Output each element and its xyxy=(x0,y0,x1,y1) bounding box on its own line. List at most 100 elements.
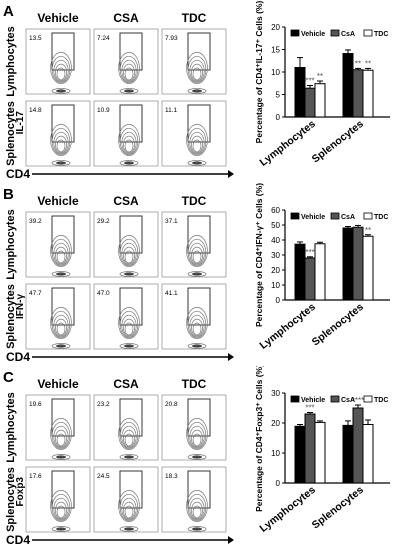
facs-contour xyxy=(186,307,208,339)
facs-gate xyxy=(119,470,143,509)
facs-contour xyxy=(187,493,207,522)
x-marker-arrow-icon xyxy=(228,353,234,361)
bar-csa-splenocytes xyxy=(352,226,364,301)
facs-contour xyxy=(191,429,203,448)
facs-contour xyxy=(53,59,69,83)
significance-mark: ** xyxy=(317,72,323,81)
bar-vehicle-splenocytes xyxy=(342,424,354,484)
legend-swatch-tdc xyxy=(363,29,373,37)
row-label-splenocytes: Splenocytes xyxy=(5,101,17,166)
facs-contour xyxy=(51,271,71,277)
gate-percentage: 14.8 xyxy=(29,107,42,114)
gate-percentage: 10.9 xyxy=(97,107,110,114)
facs-dense-core xyxy=(124,527,134,531)
panel-letter: A xyxy=(3,3,14,20)
facs-dense-core xyxy=(124,89,134,93)
y-tick-label: 0 xyxy=(276,479,281,488)
facs-plot: 7.93 xyxy=(161,28,227,95)
facs-plot: 17.6 xyxy=(25,466,91,533)
legend-label-tdc: TDC xyxy=(374,397,388,404)
gate-percentage: 18.3 xyxy=(165,473,178,480)
legend-swatch-tdc xyxy=(363,212,373,220)
gate-percentage: 39.2 xyxy=(29,218,42,225)
y-tick-label: 10 xyxy=(271,449,280,458)
facs-contour xyxy=(123,246,135,265)
facs-contour xyxy=(51,343,71,349)
y-marker-label: IFN-γ xyxy=(15,294,26,319)
significance-mark: ** xyxy=(365,59,371,68)
legend-label-csa: CsA xyxy=(341,397,355,404)
group-header-csa: CSA xyxy=(113,194,139,208)
y-marker-label: IL-17 xyxy=(15,111,26,135)
facs-contour xyxy=(187,310,207,339)
y-tick-label: 5 xyxy=(276,91,281,100)
bar-csa-lymphocytes xyxy=(304,87,316,118)
legend-label-tdc: TDC xyxy=(374,31,388,38)
gate-percentage: 11.1 xyxy=(165,107,178,114)
category-label: Lymphocytes xyxy=(257,301,318,352)
facs-contour xyxy=(119,88,139,94)
row-label-lymphocytes: Lymphocytes xyxy=(5,26,17,97)
facs-contour xyxy=(124,433,134,447)
group-header-vehicle: Vehicle xyxy=(37,194,79,208)
bar-vehicle-lymphocytes xyxy=(294,67,306,118)
facs-contour xyxy=(51,88,71,94)
legend-label-csa: CsA xyxy=(341,31,355,38)
facs-contour xyxy=(124,67,134,81)
facs-contour xyxy=(55,246,67,265)
facs-contour xyxy=(51,421,71,450)
facs-contour xyxy=(119,127,139,156)
facs-contour xyxy=(118,307,140,339)
row-label-lymphocytes: Lymphocytes xyxy=(5,392,17,463)
facs-contour xyxy=(124,250,134,264)
panel-a-figure: A Vehicle CSA TDC Lymphocytes SplenocytesIL-1… xyxy=(3,1,390,181)
panel-b: B Vehicle CSA TDC Lymphocytes Splenocytes IFN-… xyxy=(0,183,406,366)
facs-contour xyxy=(121,497,137,521)
facs-contour xyxy=(191,63,203,82)
group-header-tdc: TDC xyxy=(182,11,207,25)
facs-plot: 11.1 xyxy=(161,100,227,167)
gate-percentage: 19.6 xyxy=(29,401,42,408)
facs-contour xyxy=(191,135,203,154)
facs-contour xyxy=(51,127,71,156)
facs-contour xyxy=(51,526,71,532)
facs-contour xyxy=(56,67,66,81)
facs-gate xyxy=(51,398,75,437)
facs-dense-core xyxy=(192,161,202,165)
group-header-csa: CSA xyxy=(113,11,139,25)
facs-plot: 20.8 xyxy=(161,394,227,461)
facs-contour xyxy=(187,271,207,277)
facs-contour xyxy=(121,242,137,266)
facs-gate xyxy=(51,215,75,254)
x-marker-label: CD4 xyxy=(6,350,30,364)
facs-gate xyxy=(187,287,211,326)
facs-contour xyxy=(50,418,72,450)
y-tick-label: 20 xyxy=(271,419,280,428)
facs-contour xyxy=(189,131,205,155)
facs-contour xyxy=(123,318,135,337)
bar-vehicle-lymphocytes xyxy=(294,425,306,484)
facs-contour xyxy=(55,63,67,82)
facs-contour xyxy=(51,55,71,84)
facs-contour xyxy=(119,271,139,277)
legend-swatch-csa xyxy=(330,29,340,37)
facs-contour xyxy=(187,127,207,156)
significance-mark: *** xyxy=(305,404,314,413)
group-header-csa: CSA xyxy=(113,377,139,391)
facs-dense-core xyxy=(56,272,66,276)
facs-dense-core xyxy=(192,455,202,459)
facs-gate xyxy=(119,32,143,71)
facs-dense-core xyxy=(124,344,134,348)
facs-contour xyxy=(119,160,139,166)
bar-csa-lymphocytes xyxy=(304,413,316,484)
row-label-lymphocytes: Lymphocytes xyxy=(5,209,17,280)
legend-label-vehicle: Vehicle xyxy=(301,31,325,38)
facs-plot: 18.3 xyxy=(161,466,227,533)
facs-contour xyxy=(192,505,202,519)
x-marker-label: CD4 xyxy=(6,533,30,547)
facs-contour xyxy=(189,59,205,83)
facs-contour xyxy=(56,505,66,519)
panel-a: A Vehicle CSA TDC Lymphocytes Splenocytes IL-1… xyxy=(0,0,406,183)
significance-mark: ** xyxy=(355,59,361,68)
x-marker-arrow-icon xyxy=(228,170,234,178)
